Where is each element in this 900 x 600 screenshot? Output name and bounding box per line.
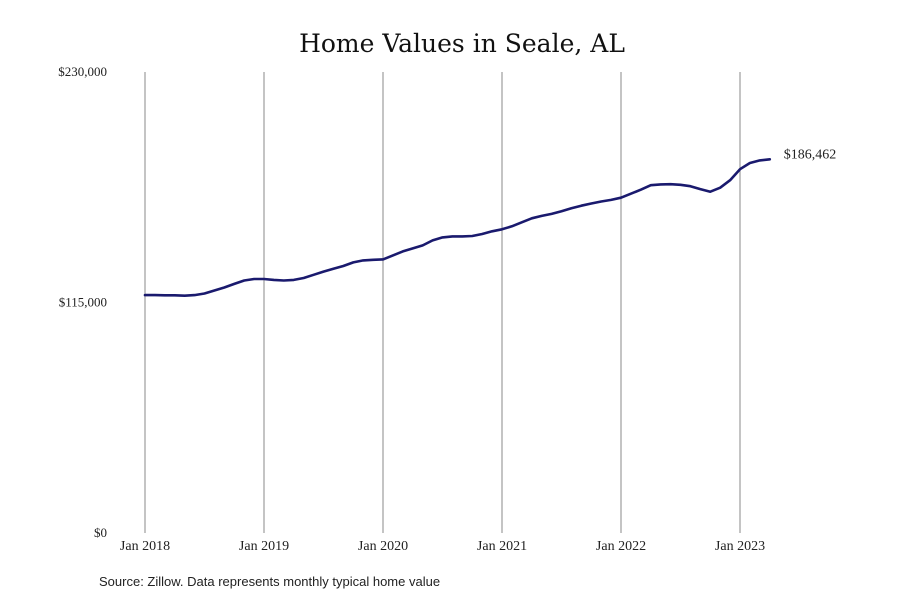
vertical-gridlines — [144, 72, 741, 533]
x-tick-label: Jan 2021 — [477, 539, 527, 554]
latest-value-label: $186,462 — [784, 147, 837, 162]
x-tick-label: Jan 2022 — [596, 539, 646, 554]
y-tick-label: $0 — [94, 525, 107, 540]
x-axis-tick-labels: Jan 2018 Jan 2019 Jan 2020 Jan 2021 Jan 2022… — [120, 539, 765, 554]
y-tick-label: $230,000 — [58, 64, 107, 79]
x-tick-label: Jan 2020 — [358, 539, 408, 554]
x-tick-label: Jan 2023 — [715, 539, 765, 554]
y-tick-label: $115,000 — [59, 295, 107, 310]
y-axis-tick-labels: $0 $115,000 $230,000 — [58, 64, 107, 540]
x-tick-label: Jan 2019 — [239, 539, 289, 554]
chart-title: Home Values in Seale, AL — [299, 29, 625, 58]
x-tick-label: Jan 2018 — [120, 539, 170, 554]
home-value-line — [143, 158, 772, 297]
source-note: Source: Zillow. Data represents monthly … — [99, 574, 440, 589]
